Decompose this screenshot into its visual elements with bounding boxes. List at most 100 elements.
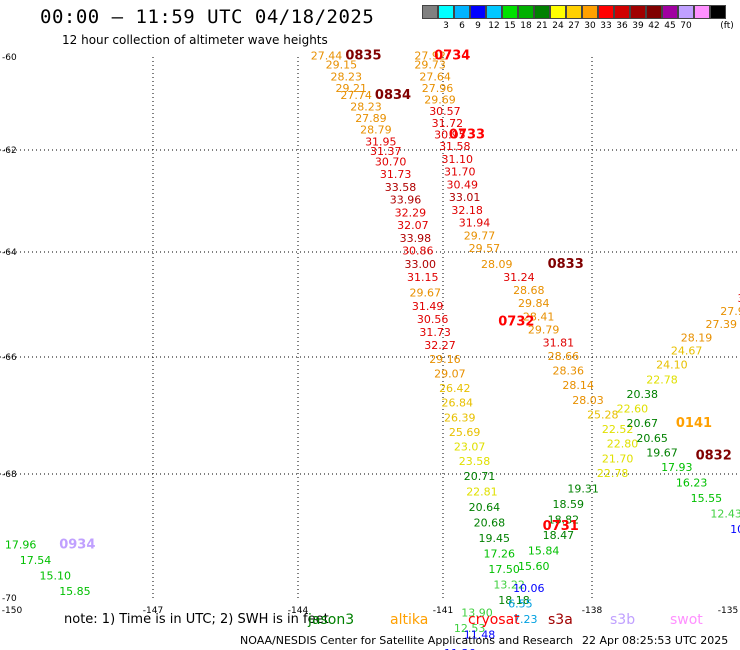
- wave-height-value: 31.95: [365, 135, 397, 148]
- legend-label: 39: [632, 21, 644, 31]
- wave-height-value: 31.94: [459, 217, 491, 230]
- pass-time-label: 0934: [59, 537, 95, 552]
- wave-height-value: 18.18: [498, 594, 530, 607]
- wave-height-value: 13.22: [493, 579, 525, 592]
- wave-height-value: 19.67: [646, 446, 678, 459]
- wave-height-value: 33.58: [385, 181, 417, 194]
- wave-height-value: 12.43: [710, 507, 740, 520]
- wave-height-value: 28.03: [572, 394, 604, 407]
- legend-label: 12: [488, 21, 500, 31]
- satellite-key-swot: swot: [670, 612, 703, 628]
- wave-height-value: 33.01: [449, 191, 481, 204]
- wave-height-value: 24.67: [671, 344, 703, 357]
- wave-height-value: 29.84: [518, 297, 550, 310]
- wave-height-value: 20.38: [627, 388, 659, 401]
- wave-height-value: 29.57: [469, 242, 501, 255]
- wave-height-value: 22.80: [607, 438, 639, 451]
- footer-credit: NOAA/NESDIS Center for Satellite Applica…: [240, 634, 574, 647]
- legend-label: 70: [680, 21, 692, 31]
- map-subtitle: 12 hour collection of altimeter wave hei…: [62, 33, 328, 47]
- legend-swatch: [550, 5, 566, 19]
- wave-height-value: 30.3: [738, 292, 740, 305]
- wave-height-value: 32.27: [424, 339, 456, 352]
- wave-height-value: 28.41: [523, 310, 555, 323]
- footer-note: note: 1) Time is in UTC; 2) SWH is in fe…: [64, 612, 329, 627]
- legend-labels: 3 6 9 12 15 18 21 24 27 30 33 36 39 42 45 70 (ft): [422, 19, 734, 33]
- legend-swatch: [710, 5, 726, 19]
- legend-swatch: [678, 5, 694, 19]
- latitude-label: -62: [2, 146, 17, 156]
- wave-height-value: 28.23: [331, 70, 363, 83]
- wave-height-value: 31.73: [419, 326, 451, 339]
- wave-height-value: 25.28: [587, 408, 619, 421]
- wave-height-value: 15.85: [59, 585, 90, 598]
- wave-height-value: 22.78: [646, 373, 678, 386]
- wave-height-value: 20.64: [469, 501, 501, 514]
- wave-height-value: 17.50: [488, 563, 520, 576]
- wave-height-value: 20.65: [636, 432, 668, 445]
- legend-label: 24: [552, 21, 564, 31]
- satellite-key-cryosat: cryosat: [468, 612, 520, 628]
- wave-height-value: 29.16: [429, 353, 461, 366]
- wave-height-value: 32.18: [451, 204, 483, 217]
- wave-height-value: 31.81: [543, 337, 575, 350]
- legend-color-bar: [422, 5, 726, 19]
- wave-height-value: 31.58: [439, 140, 471, 153]
- wave-height-value: 30.95: [434, 128, 466, 141]
- wave-height-value: 28.19: [681, 331, 713, 344]
- legend-swatch: [582, 5, 598, 19]
- wave-height-value: 26.39: [444, 411, 476, 424]
- wave-height-value: 28.68: [513, 284, 545, 297]
- longitude-label: -144: [288, 606, 309, 616]
- legend-swatch: [422, 5, 438, 19]
- wave-height-value: 24.10: [656, 359, 688, 372]
- wave-height-value: 25.69: [449, 426, 481, 439]
- latitude-label: -66: [2, 353, 17, 363]
- wave-height-value: 29.77: [464, 229, 496, 242]
- wave-height-value: 27.74: [340, 89, 372, 102]
- wave-height-value: 29.73: [414, 59, 446, 72]
- legend-swatch: [630, 5, 646, 19]
- wave-height-value: 31.15: [407, 271, 439, 284]
- latitude-label: -68: [2, 470, 17, 480]
- pass-time-label: 0731: [543, 519, 579, 534]
- wave-height-value: 17.93: [661, 461, 693, 474]
- legend-swatch: [470, 5, 486, 19]
- wave-height-value: 15.84: [528, 545, 560, 558]
- pass-time-label: 0141: [676, 416, 712, 431]
- legend-label: 45: [664, 21, 676, 31]
- longitude-label: -138: [582, 606, 603, 616]
- wave-height-value: 23.58: [459, 455, 491, 468]
- pass-time-label: 0833: [548, 257, 584, 272]
- wave-height-value: 10.67: [730, 523, 740, 536]
- wave-height-value: 11.36: [444, 647, 476, 650]
- wave-height-value: 29.67: [409, 287, 441, 300]
- wave-height-value: 29.15: [326, 59, 358, 72]
- wave-height-value: 15.10: [39, 569, 71, 582]
- wave-height-value: 17.96: [5, 538, 37, 551]
- wave-height-value: 21.70: [602, 452, 634, 465]
- legend-swatch: [566, 5, 582, 19]
- wave-height-value: 33.98: [400, 232, 432, 245]
- longitude-label: -150: [2, 606, 23, 616]
- wave-height-value: 6.55: [508, 597, 532, 610]
- wave-height-value: 28.79: [360, 124, 392, 137]
- wave-height-value: 27.39: [705, 318, 737, 331]
- wave-height-value: 33.00: [405, 258, 437, 271]
- pass-time-label: 0834: [375, 88, 411, 103]
- wave-height-value: 26.84: [442, 397, 474, 410]
- wave-height-value: 26.42: [439, 382, 471, 395]
- pass-time-label: 0734: [434, 48, 470, 63]
- pass-time-label: 0733: [449, 127, 485, 142]
- wave-height-value: 29.21: [335, 82, 367, 95]
- wave-height-value: 29.07: [434, 367, 466, 380]
- longitude-label: -141: [433, 606, 453, 616]
- wave-height-value: 19.31: [567, 483, 599, 496]
- wave-height-value: 13.90: [461, 607, 493, 620]
- map-title: 00:00 – 11:59 UTC 04/18/2025: [40, 6, 375, 28]
- wave-height-value: 20.68: [474, 517, 506, 530]
- wave-height-value: 31.73: [380, 168, 412, 181]
- wave-height-value: 28.23: [350, 100, 382, 113]
- wave-height-value: 32.07: [397, 219, 429, 232]
